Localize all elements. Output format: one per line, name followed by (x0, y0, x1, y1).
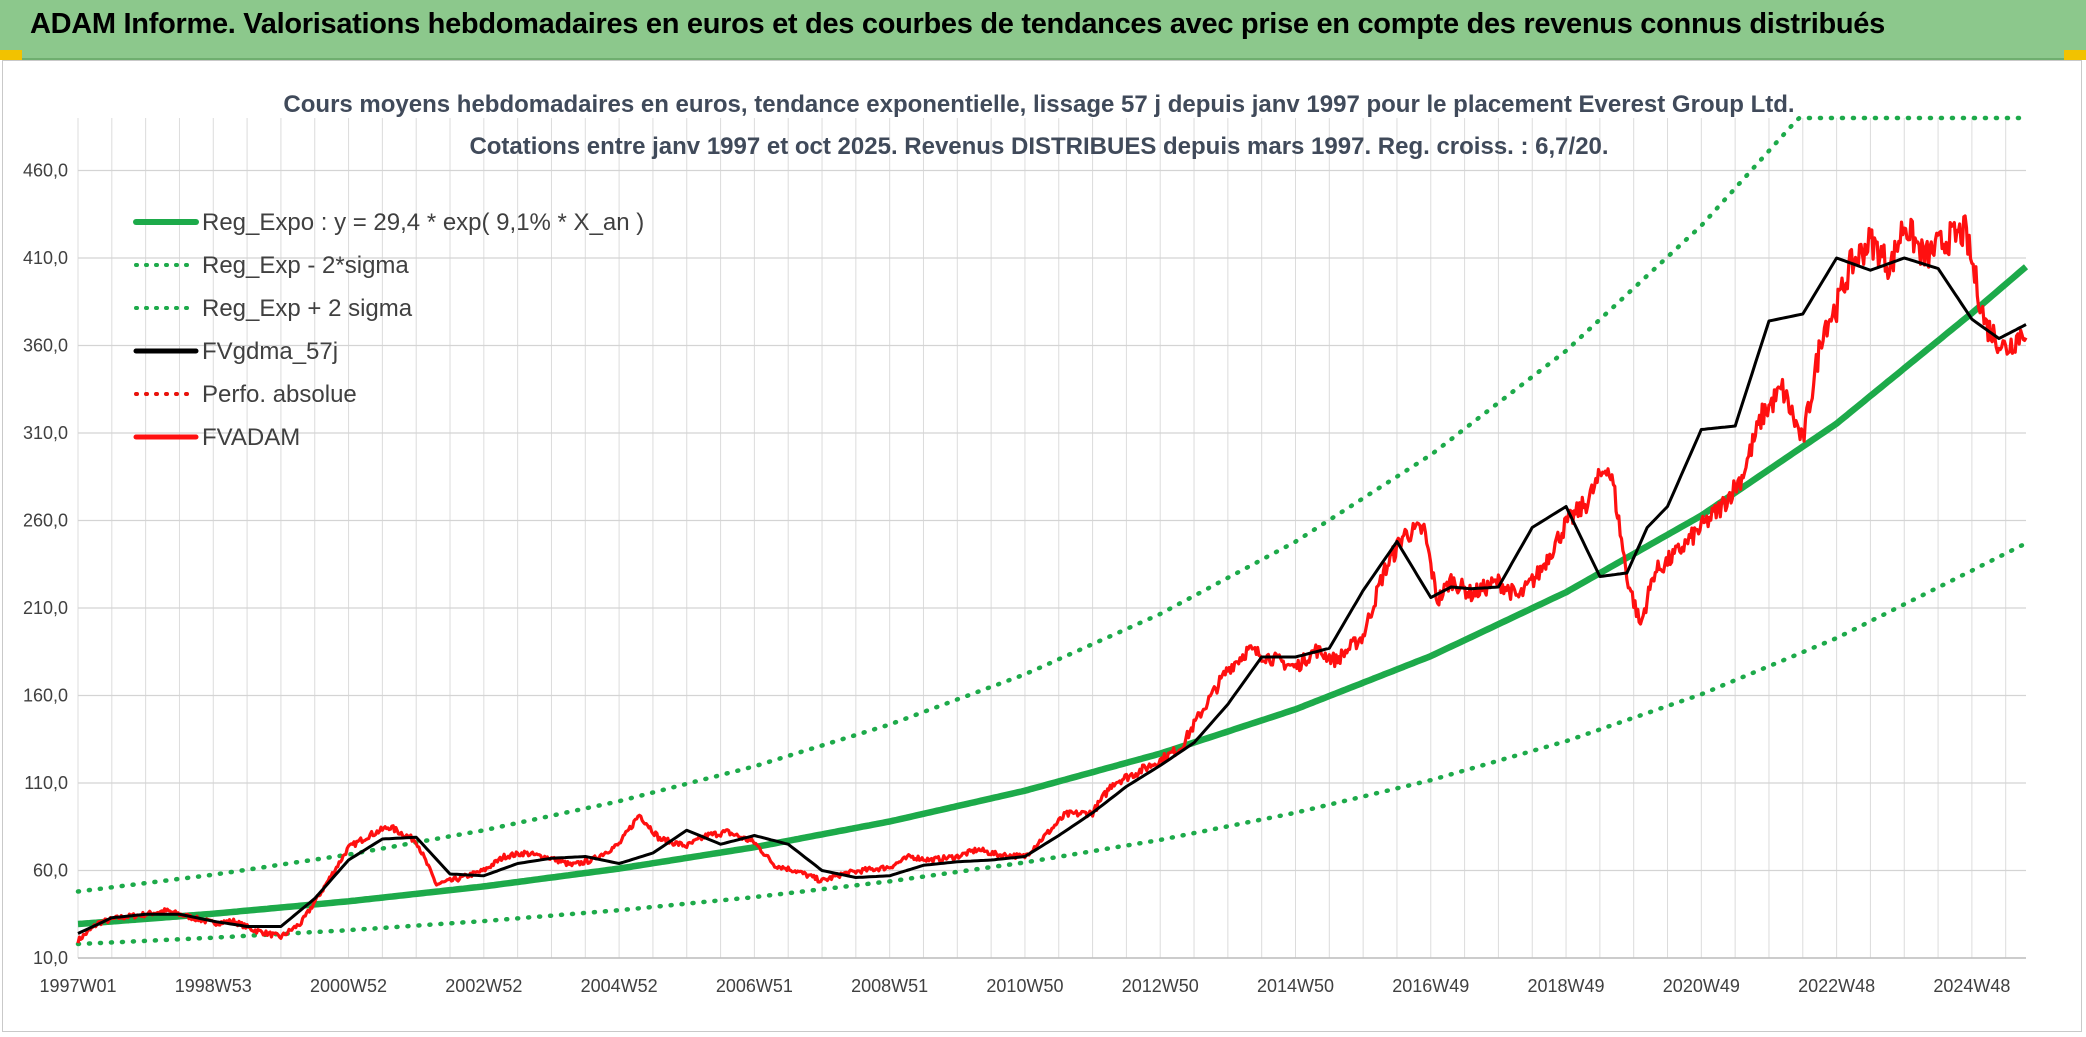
series-line-0 (77, 264, 2029, 928)
legend-label: FVADAM (202, 424, 300, 451)
chart-series (75, 115, 2029, 947)
x-tick-label: 2018W49 (1528, 976, 1605, 996)
y-tick-label: 10,0 (33, 948, 68, 968)
x-tick-label: 2012W50 (1122, 976, 1199, 996)
x-tick-label: 2014W50 (1257, 976, 1334, 996)
chart-subtitle: Cotations entre janv 1997 et oct 2025. R… (469, 133, 1608, 160)
x-tick-label: 2010W50 (986, 976, 1063, 996)
y-tick-label: 60,0 (33, 861, 68, 881)
corner-marker-left (0, 50, 22, 60)
x-tick-label: 2000W52 (310, 976, 387, 996)
chart-axes: 10,0 60,0 110,0 160,0 210,0 260,0 310,0 360,0 41… (23, 161, 2026, 996)
legend-label: Reg_Expo : y = 29,4 * exp( 9,1% * X_an ) (202, 209, 644, 236)
x-tick-label: 2024W48 (1933, 976, 2010, 996)
chart-title: Cours moyens hebdomadaires en euros, ten… (283, 91, 1794, 118)
x-tick-label: 2022W48 (1798, 976, 1875, 996)
y-tick-label: 260,0 (23, 511, 68, 531)
corner-marker-right (2064, 50, 2086, 60)
legend-label: Perfo. absolue (202, 381, 357, 408)
y-tick-label: 360,0 (23, 336, 68, 356)
legend-label: FVgdma_57j (202, 338, 338, 365)
x-tick-label: 2016W49 (1392, 976, 1469, 996)
header-banner: ADAM Informe. Valorisations hebdomadaire… (0, 0, 2086, 60)
x-tick-label: 2020W49 (1663, 976, 1740, 996)
y-tick-label: 310,0 (23, 423, 68, 443)
legend-label: Reg_Exp + 2 sigma (202, 295, 413, 322)
page-title: ADAM Informe. Valorisations hebdomadaire… (30, 8, 1885, 40)
x-tick-label: 1997W01 (39, 976, 116, 996)
chart-frame (2, 60, 2082, 1032)
series-line-3 (77, 256, 2027, 935)
y-tick-label: 210,0 (23, 598, 68, 618)
series-line-1 (75, 541, 2029, 947)
y-tick-label: 460,0 (23, 161, 68, 181)
x-tick-label: 2004W52 (581, 976, 658, 996)
series-line-5 (76, 214, 2028, 944)
x-tick-label: 2008W51 (851, 976, 928, 996)
x-tick-label: 2002W52 (445, 976, 522, 996)
chart-legend: Reg_Expo : y = 29,4 * exp( 9,1% * X_an )… (133, 209, 644, 451)
x-tick-label: 2006W51 (716, 976, 793, 996)
series-line-2 (75, 115, 2029, 894)
y-tick-label: 410,0 (23, 248, 68, 268)
y-tick-label: 110,0 (24, 773, 68, 793)
x-tick-label: 1998W53 (175, 976, 252, 996)
legend-label: Reg_Exp - 2*sigma (202, 252, 409, 279)
y-tick-label: 160,0 (23, 686, 68, 706)
